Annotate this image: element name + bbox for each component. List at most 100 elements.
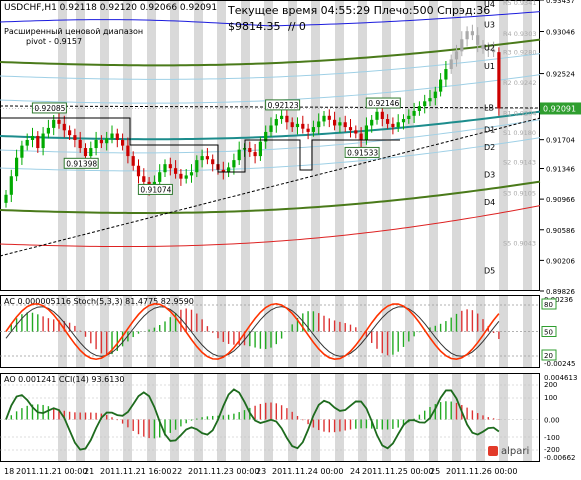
candle-body: [248, 148, 252, 153]
level-tag: S1 0.9180: [503, 129, 536, 137]
candle-body: [301, 123, 305, 129]
ac-axis-label: -0.00245: [544, 360, 575, 368]
stoch-level-box: [541, 326, 557, 337]
price-axis-label: 0.93046: [546, 29, 575, 37]
candle-body: [449, 59, 453, 70]
candle-body: [105, 138, 109, 144]
session-stripe: [358, 0, 367, 291]
pivot-subtitle: pivot - 0.9157: [26, 37, 83, 46]
ao-axis-label: -0.00662: [544, 454, 575, 462]
candle-body: [179, 173, 183, 179]
candle-body: [205, 156, 209, 160]
candle-body: [428, 98, 432, 102]
candle-body: [412, 110, 416, 116]
annotation-box: [63, 157, 99, 169]
ao-axis-label: 100: [544, 394, 557, 402]
session-stripe: [264, 373, 273, 462]
candle-body: [343, 122, 347, 128]
level-tag: R4 0.9303: [503, 30, 536, 38]
current-price-tag: [540, 102, 581, 115]
candle-body: [497, 52, 501, 109]
price-axis-label: 0.90966: [546, 196, 575, 204]
candle-body: [184, 175, 188, 179]
time-axis-label: 25: [430, 467, 440, 476]
ac-axis-label: 50: [544, 329, 553, 337]
annotation-text: 0.92085: [34, 104, 65, 113]
candle-body: [41, 133, 45, 149]
balance-suffix: // 0: [288, 20, 306, 33]
ao-axis-label: 0.00: [544, 417, 560, 425]
ac-label: AC 0.000005116 Stoch(5,3,3) 81.4775 82.9…: [4, 297, 194, 306]
price-annotations: 0.92085 0.91398 0.91074 0.92123 0.92146 0.915…: [31, 97, 401, 195]
ao-axis-label: 0.004613: [544, 374, 577, 382]
time-axis-label: 24: [350, 467, 360, 476]
session-stripe: [217, 0, 226, 291]
candle-body: [333, 119, 337, 126]
candle-body: [57, 119, 61, 124]
candle-body: [237, 149, 241, 161]
time-axis-label: 2011.11.21 00:00: [16, 467, 87, 476]
band-d3: [0, 180, 541, 214]
candle-body: [131, 156, 135, 166]
session-stripe: [58, 373, 67, 462]
session-stripe: [311, 0, 320, 291]
candle-body: [269, 125, 273, 132]
session-stripe: [288, 0, 297, 291]
ac-axis-label: 20: [544, 352, 553, 360]
price-axis-label: 0.90206: [546, 257, 575, 265]
session-stripe: [241, 373, 250, 462]
band-u4: [0, 11, 541, 27]
candle-body: [380, 111, 384, 120]
candle-body: [195, 160, 199, 173]
candle-body: [142, 176, 146, 182]
candle-body: [211, 159, 215, 165]
session-stripe: [170, 373, 179, 462]
candle-body: [46, 127, 50, 134]
stoch-main-line: [5, 302, 500, 361]
session-stripe: [523, 373, 532, 462]
level-tag: R1 0.9204: [503, 110, 536, 118]
balance-value: $9814.35: [228, 20, 281, 33]
session-stripe: [499, 0, 508, 291]
candle-body: [78, 139, 82, 149]
session-stripe: [58, 295, 67, 368]
session-stripe: [100, 373, 109, 462]
time-axis-label: 22: [172, 467, 182, 476]
annotation-box: [265, 99, 301, 111]
ao-label: AO 0.001241 CCI(14) 93.6130: [4, 375, 124, 384]
candle-body: [30, 135, 35, 140]
level-tag: D5: [484, 267, 495, 276]
candle-body: [354, 130, 358, 134]
band-d2: [0, 137, 541, 172]
ao-axis-label: 200: [544, 381, 557, 389]
session-stripe: [429, 373, 438, 462]
time-axis-label: 21: [84, 467, 94, 476]
candle-body: [285, 115, 289, 123]
cci-line: [5, 388, 500, 451]
price-axis-label: 0.89826: [546, 288, 575, 296]
candle-body: [359, 133, 363, 140]
session-stripe: [147, 295, 156, 368]
candle-body: [391, 123, 395, 128]
session-stripe: [170, 295, 179, 368]
session-stripe: [405, 0, 414, 291]
candle-body: [280, 115, 284, 120]
candle-body: [317, 121, 321, 128]
session-stripe: [358, 295, 367, 368]
pane-border: [0, 373, 540, 462]
price-axis-label: 0.93437: [546, 0, 575, 5]
candle-body: [232, 160, 236, 168]
candle-body: [126, 145, 130, 157]
level-tag: D3: [484, 171, 495, 180]
info-line: Текущее время 04:55:29 Плечо:500 Спрэд:3…: [228, 4, 491, 17]
candle-body: [327, 115, 331, 120]
session-stripe: [499, 295, 508, 368]
candle-body: [83, 148, 88, 157]
ao-axis-label: -200: [544, 446, 560, 454]
session-stripe: [476, 373, 485, 462]
candle-body: [348, 127, 353, 131]
candle-body: [454, 51, 459, 60]
candle-body: [200, 156, 204, 161]
